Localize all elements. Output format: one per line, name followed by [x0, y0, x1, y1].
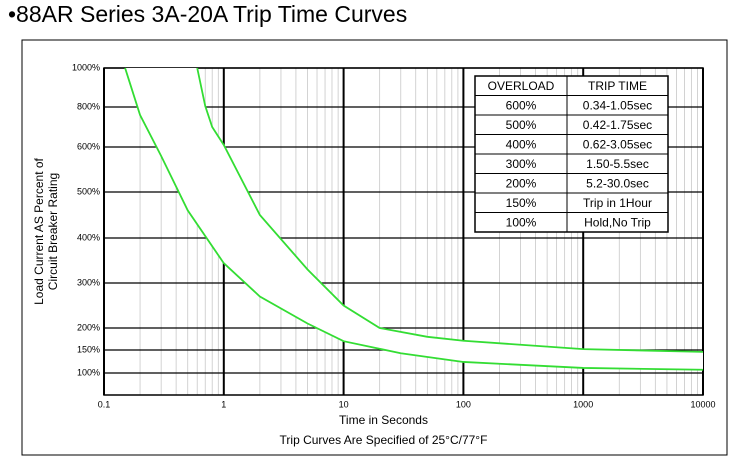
y-tick-label: 1000% — [72, 62, 100, 72]
y-tick-label: 150% — [77, 344, 100, 354]
note: Trip Curves Are Specified of 25°C/77°F — [280, 433, 488, 447]
y-tick-label: 600% — [77, 141, 100, 151]
y-tick-label: 800% — [77, 101, 100, 111]
y-tick-label: 500% — [77, 186, 100, 196]
table-cell: Trip in 1Hour — [583, 196, 652, 210]
table-cell: 1.50-5.5sec — [586, 157, 649, 171]
y-tick-label: 400% — [77, 232, 100, 242]
x-tick-label: 10 — [339, 399, 349, 409]
table-cell: 0.62-3.05sec — [583, 137, 652, 151]
table-cell: 0.42-1.75sec — [583, 118, 652, 132]
table-cell: 300% — [506, 157, 537, 171]
chart-title: •88AR Series 3A-20A Trip Time Curves — [8, 1, 407, 27]
curve — [124, 67, 704, 371]
table-cell: 400% — [506, 137, 537, 151]
table-cell: 200% — [506, 176, 537, 190]
x-tick-label: 100 — [456, 399, 471, 409]
chart-frame — [21, 39, 728, 456]
table-cell: 150% — [506, 196, 537, 210]
plot-frame — [103, 67, 704, 396]
x-axis-label: Time in Seconds — [339, 413, 428, 427]
y-tick-label: 200% — [77, 322, 100, 332]
y-axis-label: Load Current AS Percent of Circuit Breake… — [32, 157, 60, 304]
y-tick-label: 100% — [77, 367, 100, 377]
y-axis-label-line: Load Current AS Percent of — [32, 157, 46, 304]
table-header: OVERLOAD — [488, 79, 555, 93]
table-cell: 100% — [506, 215, 537, 229]
y-axis-label-line: Circuit Breaker Rating — [46, 173, 60, 290]
table-header: TRIP TIME — [588, 79, 647, 93]
table-cell: 0.34-1.05sec — [583, 98, 652, 112]
x-tick-label: 0.1 — [98, 399, 111, 409]
x-tick-label: 1000 — [573, 399, 593, 409]
table-cell: Hold,No Trip — [584, 215, 651, 229]
y-tick-label: 300% — [77, 277, 100, 287]
table-cell: 600% — [506, 98, 537, 112]
band-fill — [125, 68, 704, 370]
curve — [196, 67, 704, 353]
x-tick-label: 1 — [221, 399, 226, 409]
table-cell: 500% — [506, 118, 537, 132]
table-cell: 5.2-30.0sec — [586, 176, 649, 190]
x-tick-label: 10000 — [690, 399, 715, 409]
